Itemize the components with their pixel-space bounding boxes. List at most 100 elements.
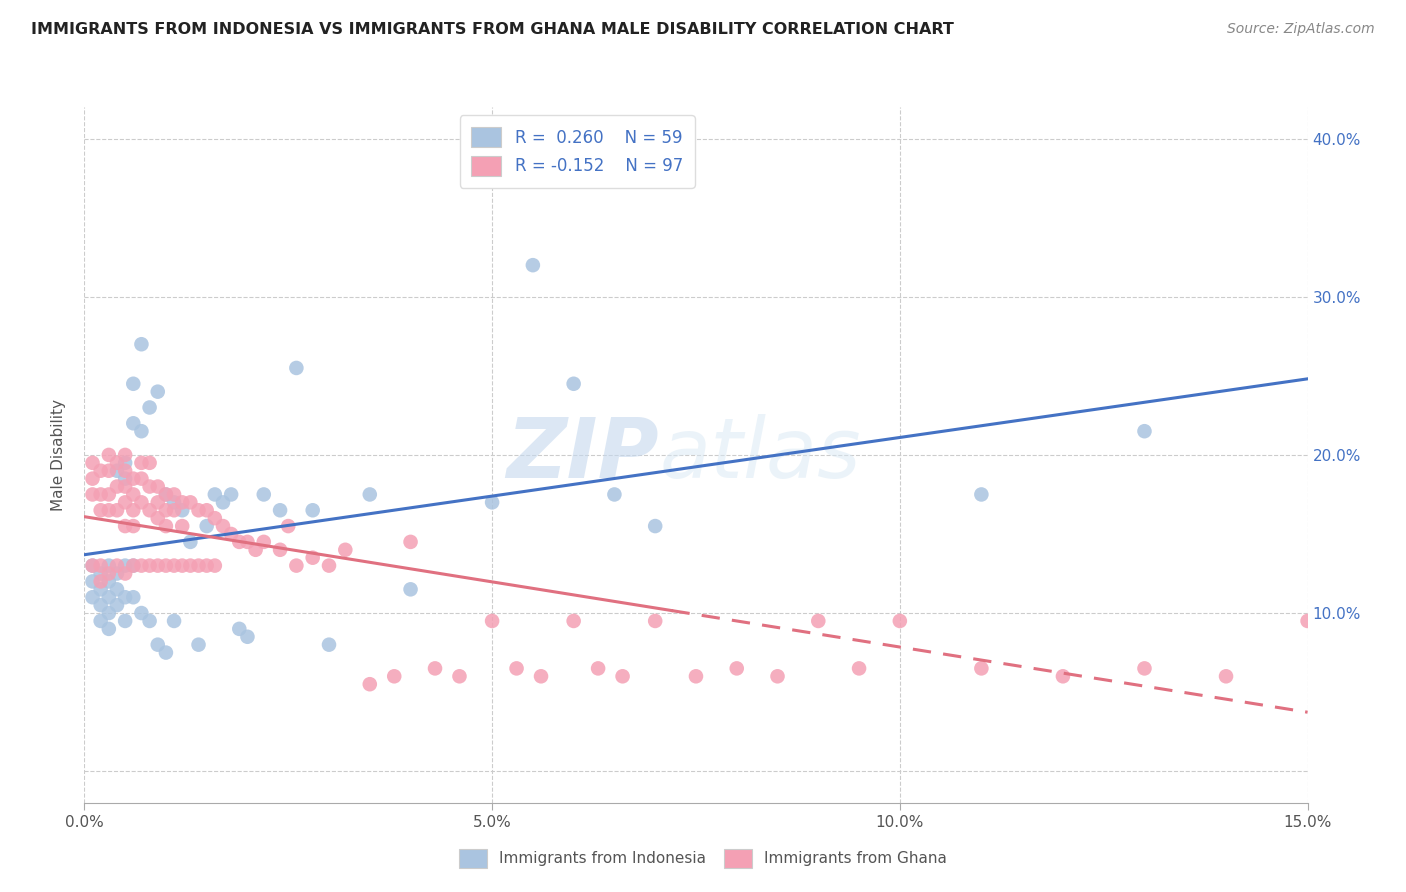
Point — [269, 503, 291, 517]
Point — [172, 503, 194, 517]
Point — [253, 487, 276, 501]
Point — [138, 479, 160, 493]
Point — [122, 591, 145, 605]
Point — [146, 638, 169, 652]
Point — [187, 503, 209, 517]
Y-axis label: Male Disability: Male Disability — [51, 399, 66, 511]
Point — [146, 495, 169, 509]
Point — [114, 614, 136, 628]
Point — [522, 258, 544, 272]
Point — [1133, 661, 1156, 675]
Point — [97, 622, 120, 636]
Point — [285, 360, 308, 375]
Point — [97, 574, 120, 589]
Point — [97, 558, 120, 573]
Point — [848, 661, 870, 675]
Point — [172, 558, 194, 573]
Point — [138, 401, 160, 415]
Point — [163, 614, 186, 628]
Point — [562, 614, 585, 628]
Point — [114, 472, 136, 486]
Point — [90, 558, 112, 573]
Point — [423, 661, 446, 675]
Point — [146, 511, 169, 525]
Point — [382, 669, 405, 683]
Point — [236, 630, 259, 644]
Point — [90, 598, 112, 612]
Point — [155, 487, 177, 501]
Point — [204, 558, 226, 573]
Point — [82, 574, 104, 589]
Point — [204, 511, 226, 525]
Point — [155, 646, 177, 660]
Point — [122, 558, 145, 573]
Point — [179, 495, 201, 509]
Point — [195, 503, 218, 517]
Point — [725, 661, 748, 675]
Text: atlas: atlas — [659, 415, 860, 495]
Point — [335, 542, 357, 557]
Legend: Immigrants from Indonesia, Immigrants from Ghana: Immigrants from Indonesia, Immigrants fr… — [453, 843, 953, 873]
Point — [97, 606, 120, 620]
Point — [399, 582, 422, 597]
Point — [285, 558, 308, 573]
Point — [219, 527, 242, 541]
Point — [359, 677, 381, 691]
Point — [114, 591, 136, 605]
Point — [82, 558, 104, 573]
Point — [766, 669, 789, 683]
Point — [131, 424, 153, 438]
Point — [155, 487, 177, 501]
Point — [179, 558, 201, 573]
Point — [1052, 669, 1074, 683]
Point — [163, 495, 186, 509]
Point — [155, 503, 177, 517]
Point — [530, 669, 553, 683]
Point — [155, 558, 177, 573]
Point — [131, 495, 153, 509]
Point — [163, 558, 186, 573]
Point — [603, 487, 626, 501]
Point — [131, 337, 153, 351]
Legend: R =  0.260    N = 59, R = -0.152    N = 97: R = 0.260 N = 59, R = -0.152 N = 97 — [460, 115, 695, 187]
Point — [212, 519, 235, 533]
Point — [172, 519, 194, 533]
Point — [105, 456, 128, 470]
Point — [114, 519, 136, 533]
Point — [277, 519, 299, 533]
Point — [122, 503, 145, 517]
Point — [82, 472, 104, 486]
Point — [105, 598, 128, 612]
Point — [269, 542, 291, 557]
Point — [301, 550, 323, 565]
Point — [105, 558, 128, 573]
Point — [131, 606, 153, 620]
Point — [82, 591, 104, 605]
Point — [146, 558, 169, 573]
Point — [90, 566, 112, 581]
Point — [114, 566, 136, 581]
Point — [318, 638, 340, 652]
Point — [807, 614, 830, 628]
Point — [1133, 424, 1156, 438]
Point — [90, 464, 112, 478]
Point — [163, 503, 186, 517]
Point — [889, 614, 911, 628]
Point — [97, 464, 120, 478]
Point — [245, 542, 267, 557]
Point — [970, 661, 993, 675]
Point — [138, 558, 160, 573]
Point — [122, 417, 145, 431]
Point — [97, 487, 120, 501]
Point — [122, 558, 145, 573]
Point — [97, 448, 120, 462]
Point — [685, 669, 707, 683]
Point — [114, 495, 136, 509]
Point — [122, 472, 145, 486]
Point — [105, 566, 128, 581]
Point — [970, 487, 993, 501]
Point — [399, 534, 422, 549]
Point — [138, 456, 160, 470]
Point — [97, 566, 120, 581]
Text: Source: ZipAtlas.com: Source: ZipAtlas.com — [1227, 22, 1375, 37]
